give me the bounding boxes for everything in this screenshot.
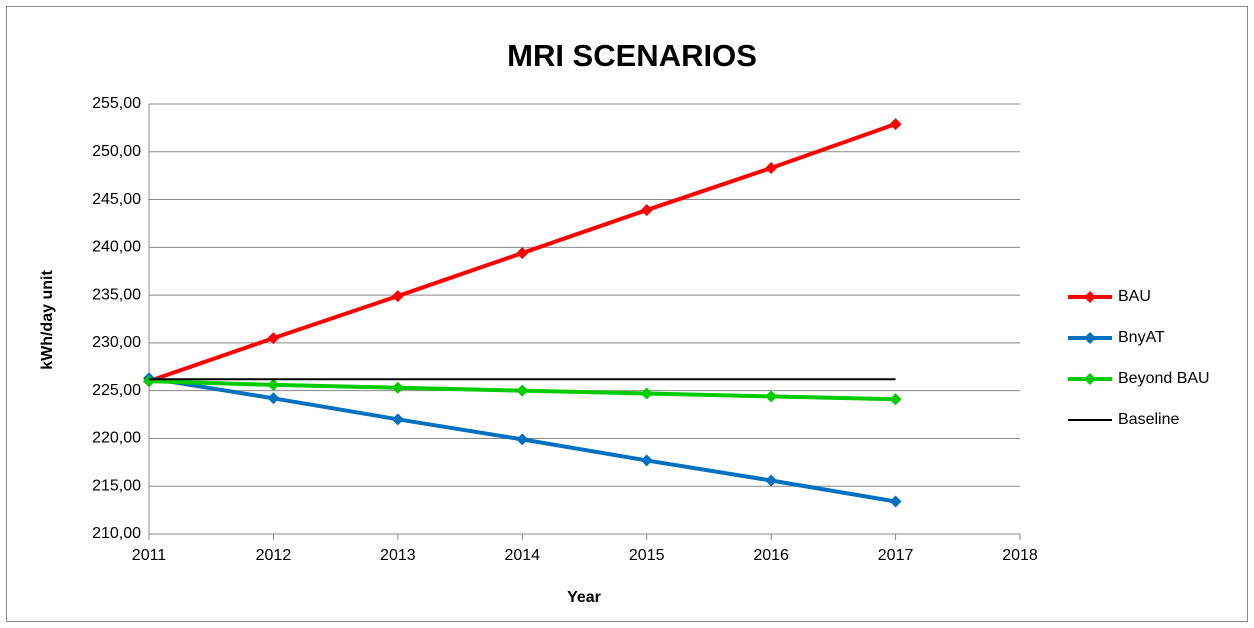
data-point bbox=[516, 247, 529, 260]
y-tick-label: 250,00 bbox=[92, 143, 141, 160]
y-tick-label: 225,00 bbox=[92, 382, 141, 399]
data-point bbox=[889, 118, 902, 131]
y-axis-label: kWh/day unit bbox=[39, 270, 56, 370]
data-point bbox=[516, 433, 529, 446]
data-point bbox=[765, 390, 778, 403]
legend-label: Baseline bbox=[1118, 411, 1179, 428]
data-point bbox=[889, 393, 902, 406]
data-point bbox=[765, 474, 778, 487]
data-point bbox=[516, 384, 529, 397]
y-tick-label: 215,00 bbox=[92, 477, 141, 494]
legend-label: BAU bbox=[1118, 288, 1151, 305]
y-tick-label: 245,00 bbox=[92, 191, 141, 208]
x-tick-label: 2012 bbox=[256, 547, 292, 564]
y-tick-label: 220,00 bbox=[92, 430, 141, 447]
y-tick-label: 210,00 bbox=[92, 525, 141, 542]
y-tick-label: 240,00 bbox=[92, 239, 141, 256]
legend-label: Beyond BAU bbox=[1118, 370, 1210, 387]
x-axis-label: Year bbox=[567, 589, 601, 606]
data-point bbox=[267, 332, 280, 345]
data-point bbox=[640, 454, 653, 467]
y-tick-label: 230,00 bbox=[92, 334, 141, 351]
chart-title: MRI SCENARIOS bbox=[507, 38, 757, 73]
data-point bbox=[640, 387, 653, 400]
y-tick-label: 255,00 bbox=[92, 95, 141, 112]
data-point bbox=[267, 392, 280, 405]
x-tick-label: 2014 bbox=[504, 547, 540, 564]
data-point bbox=[889, 495, 902, 508]
x-tick-label: 2017 bbox=[878, 547, 914, 564]
data-point bbox=[640, 204, 653, 217]
legend-label: BnyAT bbox=[1118, 329, 1165, 346]
legend-marker bbox=[1084, 373, 1096, 385]
legend-marker bbox=[1084, 291, 1096, 303]
data-point bbox=[267, 378, 280, 391]
y-tick-label: 235,00 bbox=[92, 286, 141, 303]
x-tick-label: 2018 bbox=[1002, 547, 1038, 564]
x-tick-label: 2011 bbox=[132, 547, 167, 564]
data-point bbox=[391, 381, 404, 394]
x-tick-label: 2015 bbox=[629, 547, 665, 564]
data-point bbox=[765, 162, 778, 175]
chart-border bbox=[6, 6, 1248, 622]
data-point bbox=[391, 413, 404, 426]
data-point bbox=[143, 375, 155, 388]
data-point bbox=[391, 290, 404, 303]
legend-marker bbox=[1084, 332, 1096, 344]
x-tick-label: 2013 bbox=[380, 547, 416, 564]
x-tick-label: 2016 bbox=[753, 547, 789, 564]
